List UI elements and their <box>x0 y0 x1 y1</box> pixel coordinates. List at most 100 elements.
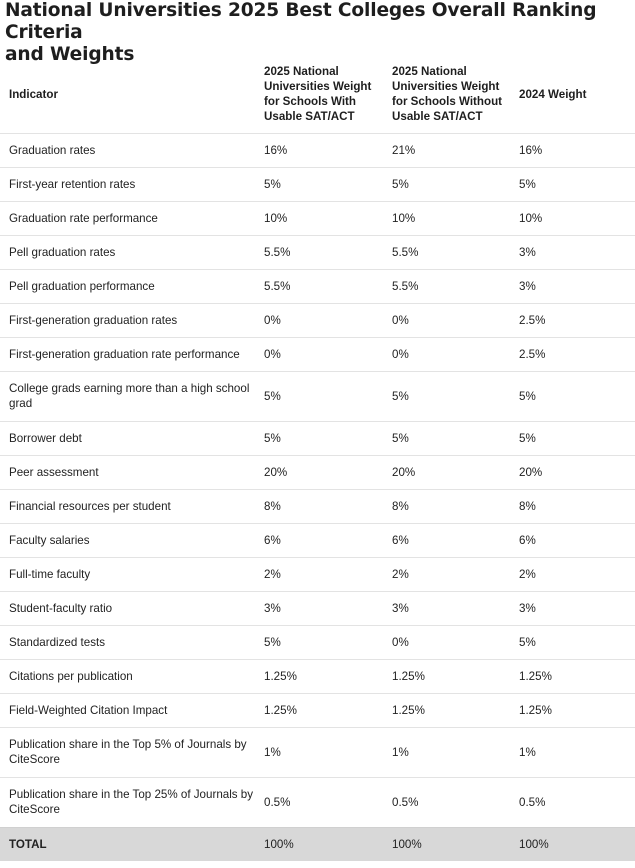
without-sat-cell: 5% <box>388 370 515 421</box>
indicator-cell: Publication share in the Top 25% of Jour… <box>0 776 260 827</box>
weight-2024-cell: 5% <box>515 624 635 659</box>
without-sat-cell: 0% <box>388 302 515 337</box>
indicator-cell: First-year retention rates <box>0 166 260 201</box>
indicator-cell: Standardized tests <box>0 624 260 659</box>
indicator-cell: Faculty salaries <box>0 522 260 557</box>
table-row: Citations per publication 1.25% 1.25% 1.… <box>0 658 635 693</box>
without-sat-cell: 6% <box>388 522 515 557</box>
without-sat-cell: 0% <box>388 336 515 371</box>
indicator-cell: Graduation rates <box>0 132 260 167</box>
with-sat-cell: 5.5% <box>260 268 388 303</box>
indicator-cell: First-generation graduation rates <box>0 302 260 337</box>
weight-2024-cell: 5% <box>515 370 635 421</box>
weight-2024-cell: 10% <box>515 200 635 235</box>
weight-2024-cell: 1% <box>515 726 635 777</box>
weight-2024-cell: 16% <box>515 132 635 167</box>
without-sat-cell: 20% <box>388 454 515 489</box>
page-title: National Universities 2025 Best Colleges… <box>0 0 635 66</box>
with-sat-cell: 3% <box>260 590 388 625</box>
weight-2024-cell: 1.25% <box>515 658 635 693</box>
weight-2024-cell: 2.5% <box>515 336 635 371</box>
without-sat-cell: 21% <box>388 132 515 167</box>
with-sat-cell: 0.5% <box>260 776 388 827</box>
without-sat-cell: 10% <box>388 200 515 235</box>
table-row: Field-Weighted Citation Impact 1.25% 1.2… <box>0 692 635 727</box>
table-row: Graduation rate performance 10% 10% 10% <box>0 200 635 235</box>
with-sat-cell: 20% <box>260 454 388 489</box>
without-sat-cell: 5.5% <box>388 268 515 303</box>
table-row: Full-time faculty 2% 2% 2% <box>0 556 635 591</box>
table-row: Financial resources per student 8% 8% 8% <box>0 488 635 523</box>
table-header-row: Indicator 2025 National Universities Wei… <box>0 56 635 133</box>
with-sat-cell: 1% <box>260 726 388 777</box>
with-sat-cell: 6% <box>260 522 388 557</box>
without-sat-cell: 1% <box>388 726 515 777</box>
table-row: First-generation graduation rates 0% 0% … <box>0 302 635 337</box>
without-sat-cell: 1.25% <box>388 692 515 727</box>
page-title-line-1: National Universities 2025 Best Colleges… <box>5 0 597 43</box>
without-sat-cell: 1.25% <box>388 658 515 693</box>
table-row: College grads earning more than a high s… <box>0 370 635 421</box>
with-sat-cell: 0% <box>260 302 388 337</box>
table-row: Publication share in the Top 5% of Journ… <box>0 726 635 777</box>
without-sat-cell: 8% <box>388 488 515 523</box>
total-label: TOTAL <box>0 826 260 861</box>
with-sat-cell: 1.25% <box>260 658 388 693</box>
indicator-cell: Peer assessment <box>0 454 260 489</box>
without-sat-cell: 5.5% <box>388 234 515 269</box>
weight-2024-cell: 5% <box>515 420 635 455</box>
with-sat-cell: 1.25% <box>260 692 388 727</box>
without-sat-cell: 5% <box>388 420 515 455</box>
header-with-sat: 2025 National Universities Weight for Sc… <box>264 65 372 124</box>
weight-2024-cell: 3% <box>515 590 635 625</box>
table-row: Standardized tests 5% 0% 5% <box>0 624 635 659</box>
with-sat-cell: 8% <box>260 488 388 523</box>
table-row: Borrower debt 5% 5% 5% <box>0 420 635 455</box>
table-row: Peer assessment 20% 20% 20% <box>0 454 635 489</box>
indicator-cell: Borrower debt <box>0 420 260 455</box>
table-row: First-generation graduation rate perform… <box>0 336 635 371</box>
table-row: Student-faculty ratio 3% 3% 3% <box>0 590 635 625</box>
with-sat-cell: 5% <box>260 370 388 421</box>
indicator-cell: First-generation graduation rate perform… <box>0 336 260 371</box>
without-sat-cell: 0% <box>388 624 515 659</box>
total-without-sat: 100% <box>388 826 515 861</box>
without-sat-cell: 5% <box>388 166 515 201</box>
weight-2024-cell: 3% <box>515 234 635 269</box>
weight-2024-cell: 20% <box>515 454 635 489</box>
total-2024-weight: 100% <box>515 826 635 861</box>
page-title-line-2: and Weights <box>5 44 135 65</box>
table-row: First-year retention rates 5% 5% 5% <box>0 166 635 201</box>
indicator-cell: Citations per publication <box>0 658 260 693</box>
weight-2024-cell: 2% <box>515 556 635 591</box>
weight-2024-cell: 6% <box>515 522 635 557</box>
table-row: Graduation rates 16% 21% 16% <box>0 132 635 167</box>
without-sat-cell: 3% <box>388 590 515 625</box>
without-sat-cell: 2% <box>388 556 515 591</box>
table-row: Pell graduation rates 5.5% 5.5% 3% <box>0 234 635 269</box>
with-sat-cell: 10% <box>260 200 388 235</box>
weight-2024-cell: 2.5% <box>515 302 635 337</box>
indicator-cell: Financial resources per student <box>0 488 260 523</box>
without-sat-cell: 0.5% <box>388 776 515 827</box>
total-row: TOTAL 100% 100% 100% <box>0 826 635 861</box>
criteria-table: Indicator 2025 National Universities Wei… <box>0 56 635 861</box>
with-sat-cell: 5% <box>260 624 388 659</box>
header-2024-weight: 2024 Weight <box>519 87 587 101</box>
indicator-cell: Field-Weighted Citation Impact <box>0 692 260 727</box>
weight-2024-cell: 0.5% <box>515 776 635 827</box>
total-with-sat: 100% <box>260 826 388 861</box>
indicator-cell: Full-time faculty <box>0 556 260 591</box>
header-indicator: Indicator <box>9 87 58 101</box>
weight-2024-cell: 5% <box>515 166 635 201</box>
with-sat-cell: 5.5% <box>260 234 388 269</box>
indicator-cell: Pell graduation performance <box>0 268 260 303</box>
with-sat-cell: 5% <box>260 420 388 455</box>
indicator-cell: Graduation rate performance <box>0 200 260 235</box>
with-sat-cell: 16% <box>260 132 388 167</box>
table-row: Publication share in the Top 25% of Jour… <box>0 776 635 827</box>
with-sat-cell: 5% <box>260 166 388 201</box>
indicator-cell: Pell graduation rates <box>0 234 260 269</box>
table-row: Pell graduation performance 5.5% 5.5% 3% <box>0 268 635 303</box>
